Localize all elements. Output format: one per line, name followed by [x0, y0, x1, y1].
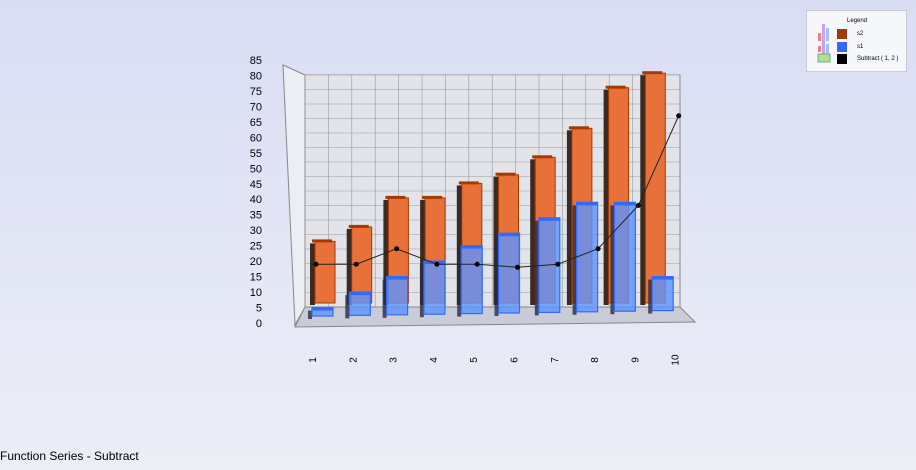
- bar-s1: [613, 201, 637, 312]
- y-tick-label: 80: [250, 70, 262, 82]
- bar-s2-top: [422, 195, 443, 199]
- bar-s1-side: [572, 205, 577, 315]
- line-subtract-point: [595, 246, 601, 252]
- y-tick-label: 50: [250, 163, 262, 175]
- bar-s2-top: [458, 181, 479, 185]
- bar-s1: [348, 291, 371, 316]
- line-subtract-point: [353, 261, 359, 267]
- y-tick-label: 25: [250, 241, 262, 253]
- bar-s1-top: [423, 261, 445, 265]
- line-subtract-point: [434, 261, 440, 267]
- bar-s1-top: [386, 276, 408, 280]
- bar-s2-side: [566, 130, 572, 305]
- x-tick-label: 6: [510, 357, 521, 363]
- y-tick-label: 10: [250, 287, 262, 299]
- line-subtract: [316, 115, 680, 268]
- legend-title: Legend: [847, 18, 868, 24]
- bar-s1-side: [457, 248, 462, 317]
- bar-s1: [423, 260, 446, 315]
- line-subtract-point: [474, 261, 480, 267]
- bar-s1-top: [349, 292, 371, 296]
- bar-s1: [651, 275, 674, 312]
- bar-s2-top: [568, 126, 589, 130]
- y-tick-label: 75: [250, 86, 262, 98]
- x-tick-label: 10: [671, 354, 682, 366]
- x-tick-label: 9: [630, 357, 641, 363]
- x-tick-label: 5: [469, 357, 480, 363]
- x-tick-label: 7: [550, 357, 561, 363]
- bar-s1-side: [494, 236, 499, 316]
- y-tick-label: 65: [250, 117, 262, 129]
- bar-s1-top: [312, 307, 333, 311]
- bar-s2-top: [495, 172, 516, 176]
- x-tick-label: 8: [590, 357, 601, 363]
- bar-s1: [497, 232, 521, 314]
- bar-s1-top: [538, 217, 560, 221]
- line-subtract-point: [555, 261, 561, 267]
- y-tick-label: 45: [250, 179, 262, 191]
- left-wall: [282, 64, 306, 327]
- bar-s2-side: [603, 89, 609, 305]
- y-tick-label: 60: [250, 132, 262, 144]
- line-subtract-point: [676, 113, 682, 119]
- bar-s2-side: [640, 75, 646, 305]
- bar-s1-top: [576, 202, 598, 206]
- legend-chart-icon: [817, 24, 831, 63]
- bar-s2-top: [348, 224, 369, 228]
- bar-s2-top: [385, 195, 406, 199]
- line-subtract-point: [515, 264, 520, 270]
- y-tick-label: 15: [250, 272, 262, 284]
- x-tick-label: 1: [308, 357, 319, 363]
- y-tick-label: 85: [250, 55, 262, 67]
- bar-s2-top: [312, 239, 332, 243]
- bar-s1: [460, 245, 483, 315]
- bar-s1-side: [345, 295, 350, 319]
- bar-s1-top: [498, 233, 520, 237]
- bar-s2-top: [605, 85, 626, 89]
- x-tick-label: 4: [429, 357, 440, 363]
- line-subtract-point: [394, 246, 400, 252]
- y-tick-label: 20: [250, 256, 262, 268]
- bar-s2-side: [346, 228, 352, 305]
- bar-s2-side: [420, 199, 426, 305]
- bar-s1: [386, 275, 409, 316]
- bar-s1-side: [648, 279, 653, 314]
- bar-s1-side: [534, 220, 539, 316]
- bar-s2-top: [642, 71, 663, 75]
- bar-s1-top: [614, 202, 636, 206]
- bar-s2: [644, 72, 666, 304]
- x-tick-label: 3: [389, 357, 400, 363]
- bar-s2-side: [530, 159, 536, 305]
- bar-s1-top: [652, 276, 674, 280]
- bar-s1-top: [461, 245, 483, 249]
- x-tick-label: 2: [348, 357, 359, 363]
- legend-item-subtract[interactable]: Subtract ( 1, 2 ): [837, 54, 898, 64]
- line-subtract-point: [313, 261, 319, 267]
- bar-s1-side: [308, 310, 312, 319]
- y-tick-label: 70: [250, 101, 262, 113]
- bar-s2-top: [532, 155, 553, 159]
- legend-item-s2[interactable]: s2: [837, 29, 863, 39]
- y-tick-label: 30: [250, 225, 262, 237]
- y-tick-label: 55: [250, 148, 262, 160]
- y-tick-label: 40: [250, 194, 262, 206]
- footer-caption: Function Series - Subtract: [0, 449, 139, 463]
- y-tick-label: 5: [256, 303, 262, 315]
- bar-s1-side: [610, 205, 615, 315]
- legend-item-s1[interactable]: s1: [837, 42, 863, 52]
- y-tick-label: 35: [250, 210, 262, 222]
- line-subtract-point: [635, 202, 641, 208]
- bar-s2-side: [456, 185, 462, 305]
- bar-s1-side: [419, 264, 424, 318]
- bar-s2-side: [310, 243, 315, 305]
- legend: Legend s2 s1 Subtract ( 1, 2 ): [806, 10, 907, 72]
- y-tick-label: 0: [256, 318, 262, 330]
- bar-s1: [575, 201, 599, 313]
- bar-s1-side: [382, 279, 387, 318]
- bar-s2: [314, 240, 336, 304]
